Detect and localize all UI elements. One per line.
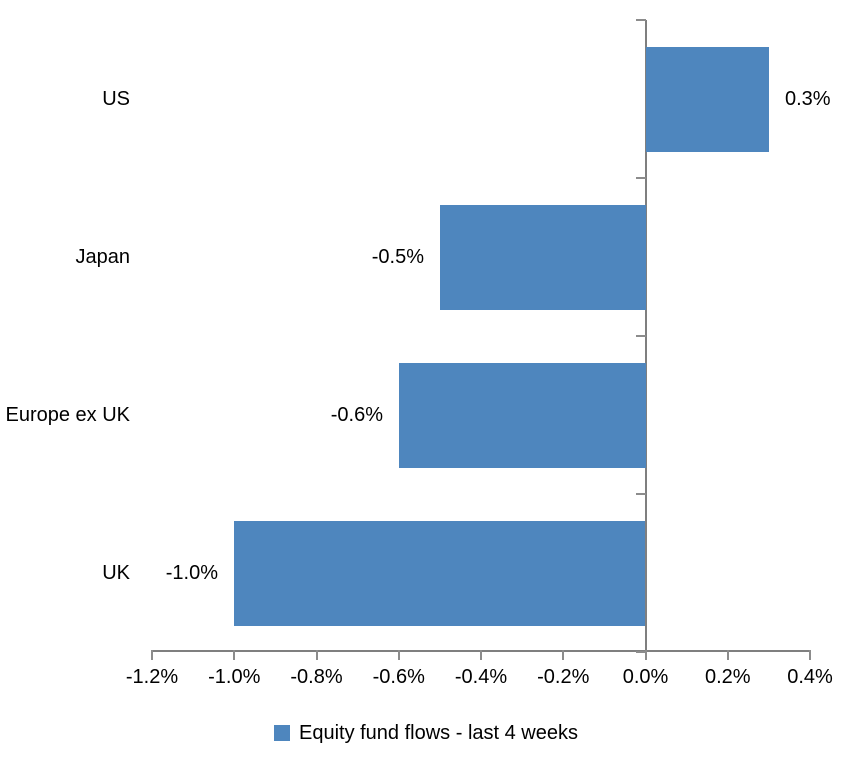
y-axis-line — [645, 20, 647, 652]
bar-us — [646, 47, 769, 152]
category-label-europe-ex-uk: Europe ex UK — [5, 404, 130, 426]
x-axis-tick — [233, 650, 236, 660]
y-axis-tick — [636, 335, 646, 337]
x-axis-tick — [644, 650, 647, 660]
category-label-japan: Japan — [75, 246, 131, 268]
x-axis-tick-label: -1.2% — [125, 666, 179, 688]
x-axis-tick-label: 0.4% — [787, 666, 833, 688]
x-axis-tick-label: 0.0% — [622, 666, 669, 688]
category-label-us: US — [102, 88, 130, 110]
x-axis-tick — [809, 650, 811, 660]
x-axis-tick-label: -0.6% — [372, 666, 425, 688]
legend: Equity fund flows - last 4 weeks — [0, 721, 852, 745]
x-axis-tick — [480, 650, 482, 660]
legend-swatch-icon — [273, 725, 290, 741]
x-axis-tick-label: -0.2% — [537, 666, 590, 688]
x-axis-tick — [397, 650, 400, 660]
x-axis-tick-label: -0.4% — [454, 666, 508, 688]
legend-label: Equity fund flows - last 4 weeks — [298, 722, 578, 744]
x-axis-tick — [726, 650, 729, 660]
y-axis-tick — [636, 19, 646, 21]
x-axis-tick-label: -1.0% — [208, 666, 261, 688]
value-label-japan: -0.5% — [371, 246, 424, 268]
value-label-uk: -1.0% — [165, 562, 218, 584]
x-axis-tick — [151, 650, 153, 660]
category-label-uk: UK — [102, 562, 130, 584]
bar-uk — [234, 521, 645, 626]
x-axis-tick — [315, 650, 318, 660]
bar-europe-ex-uk — [399, 363, 646, 468]
y-axis-tick — [636, 651, 646, 653]
bar-japan — [440, 205, 646, 310]
value-label-us: 0.3% — [785, 88, 831, 110]
value-label-europe-ex-uk: -0.6% — [330, 404, 383, 426]
y-axis-tick — [636, 493, 646, 495]
y-axis-tick — [636, 177, 646, 179]
x-axis-tick-label: -0.8% — [290, 666, 343, 688]
x-axis-tick — [562, 650, 565, 660]
x-axis-tick-label: 0.2% — [704, 666, 751, 688]
